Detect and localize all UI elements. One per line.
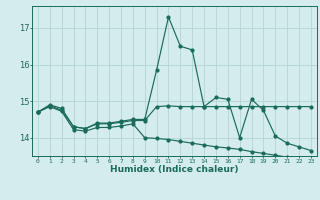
X-axis label: Humidex (Indice chaleur): Humidex (Indice chaleur) [110,165,239,174]
